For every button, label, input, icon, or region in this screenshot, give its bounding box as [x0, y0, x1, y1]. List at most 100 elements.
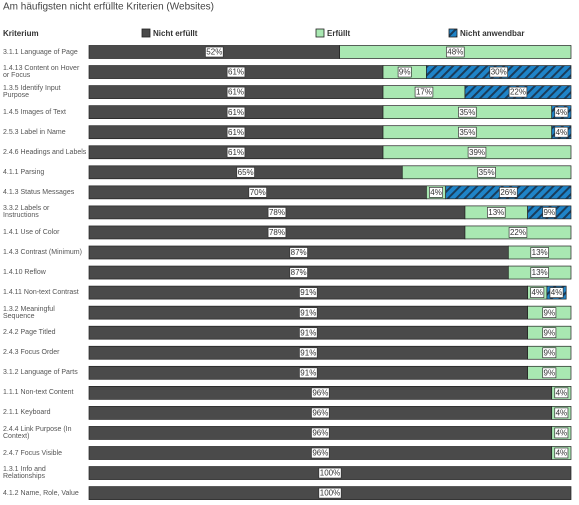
label-box: [530, 287, 545, 298]
legend-label: Erfüllt: [327, 29, 350, 38]
category-label: 1.1.1 Non-text Content: [3, 389, 74, 397]
category-label: 4.1.1 Parsing: [3, 168, 45, 176]
value-label: 61%: [228, 148, 244, 157]
label-box: [299, 287, 318, 298]
label-box: [542, 367, 557, 379]
value-label: 61%: [228, 128, 244, 137]
value-label: 4%: [556, 388, 568, 397]
value-label: 100%: [320, 489, 340, 498]
label-box: [299, 327, 318, 339]
legend-swatch: [315, 28, 325, 38]
legend-label: Nicht anwendbar: [460, 29, 524, 38]
category-label: 1.4.1 Use of Color: [3, 228, 60, 236]
label-box: [299, 367, 318, 379]
label-box: [554, 447, 569, 459]
value-label: 9%: [544, 208, 556, 217]
category-label: 2.5.3 Label in Name: [3, 128, 66, 136]
value-label: 96%: [312, 388, 328, 397]
label-box: [542, 327, 557, 339]
category-label: 1.4.5 Images of Text: [3, 108, 66, 116]
label-box: [311, 407, 330, 419]
value-label: 35%: [459, 128, 475, 137]
value-label: 96%: [312, 429, 328, 438]
value-label: 4%: [531, 288, 543, 297]
value-label: 35%: [479, 168, 495, 177]
label-box: [508, 227, 528, 238]
label-box: [429, 187, 443, 198]
value-label: 13%: [488, 208, 504, 217]
value-label: 13%: [532, 268, 548, 277]
value-label: 17%: [416, 88, 432, 97]
value-label: 9%: [544, 368, 556, 377]
category-label: 1.4.11 Non-text Contrast: [3, 289, 79, 297]
category-label: 2.4.4 Link Purpose (In Context): [3, 425, 72, 440]
value-label: 96%: [312, 449, 328, 458]
label-box: [554, 407, 569, 419]
value-label: 9%: [544, 308, 556, 317]
label-box: [248, 187, 267, 198]
label-box: [477, 166, 496, 178]
value-label: 39%: [469, 148, 485, 157]
label-box: [542, 207, 557, 218]
value-label: 91%: [300, 368, 316, 377]
category-label: 2.4.6 Headings and Labels: [3, 148, 87, 156]
value-label: 91%: [300, 288, 316, 297]
label-box: [530, 267, 549, 278]
category-label: 2.4.3 Focus Order: [3, 349, 60, 357]
value-label: 4%: [556, 429, 568, 438]
value-label: 87%: [291, 268, 307, 277]
value-label: 100%: [320, 469, 340, 478]
legend-swatch: [448, 28, 458, 38]
category-label: 3.1.1 Language of Page: [3, 48, 78, 56]
label-box: [549, 287, 564, 298]
value-label: 4%: [430, 188, 442, 197]
category-label: 1.4.3 Contrast (Minimum): [3, 249, 82, 256]
label-box: [554, 126, 569, 138]
label-box: [489, 66, 508, 78]
label-box: [226, 106, 246, 118]
label-box: [458, 106, 477, 118]
label-box: [530, 247, 549, 258]
label-box: [414, 86, 434, 98]
category-label: 1.4.10 Reflow: [3, 269, 46, 277]
value-label: 61%: [228, 68, 244, 77]
category-label: 4.1.2 Name, Role, Value: [3, 489, 79, 497]
legend-swatch: [141, 28, 151, 38]
label-box: [542, 347, 557, 359]
chart-title: Am häufigsten nicht erfüllte Kriterien (…: [3, 2, 214, 13]
category-label: 4.1.3 Status Messages: [3, 188, 75, 196]
label-box: [554, 427, 569, 439]
category-label: 1.3.1 Info and Relationships: [3, 466, 46, 481]
value-label: 4%: [556, 409, 568, 418]
value-label: 4%: [556, 108, 568, 117]
label-box: [446, 46, 465, 58]
value-label: 9%: [399, 68, 411, 77]
label-box: [554, 387, 569, 399]
value-label: 4%: [556, 449, 568, 458]
value-label: 61%: [228, 108, 244, 117]
label-box: [205, 46, 224, 58]
label-box: [318, 487, 342, 499]
value-label: 78%: [269, 208, 285, 217]
label-box: [226, 86, 246, 98]
value-label: 96%: [312, 409, 328, 418]
label-box: [397, 66, 412, 78]
value-label: 9%: [544, 348, 556, 357]
value-label: 91%: [300, 308, 316, 317]
category-label: 2.4.7 Focus Visible: [3, 449, 63, 457]
value-label: 9%: [544, 328, 556, 337]
category-label: 1.3.5 Identify Input Purpose: [3, 85, 61, 100]
value-label: 4%: [556, 128, 568, 137]
value-label: 61%: [228, 88, 244, 97]
value-label: 52%: [206, 48, 222, 57]
value-label: 65%: [238, 168, 254, 177]
value-label: 70%: [250, 188, 266, 197]
category-label: 3.1.2 Language of Parts: [3, 369, 78, 377]
label-box: [311, 387, 330, 399]
label-box: [499, 187, 518, 198]
category-label: 1.3.2 Meaningful Sequence: [3, 305, 55, 320]
label-box: [311, 427, 330, 439]
label-box: [311, 447, 330, 459]
label-box: [487, 207, 506, 218]
